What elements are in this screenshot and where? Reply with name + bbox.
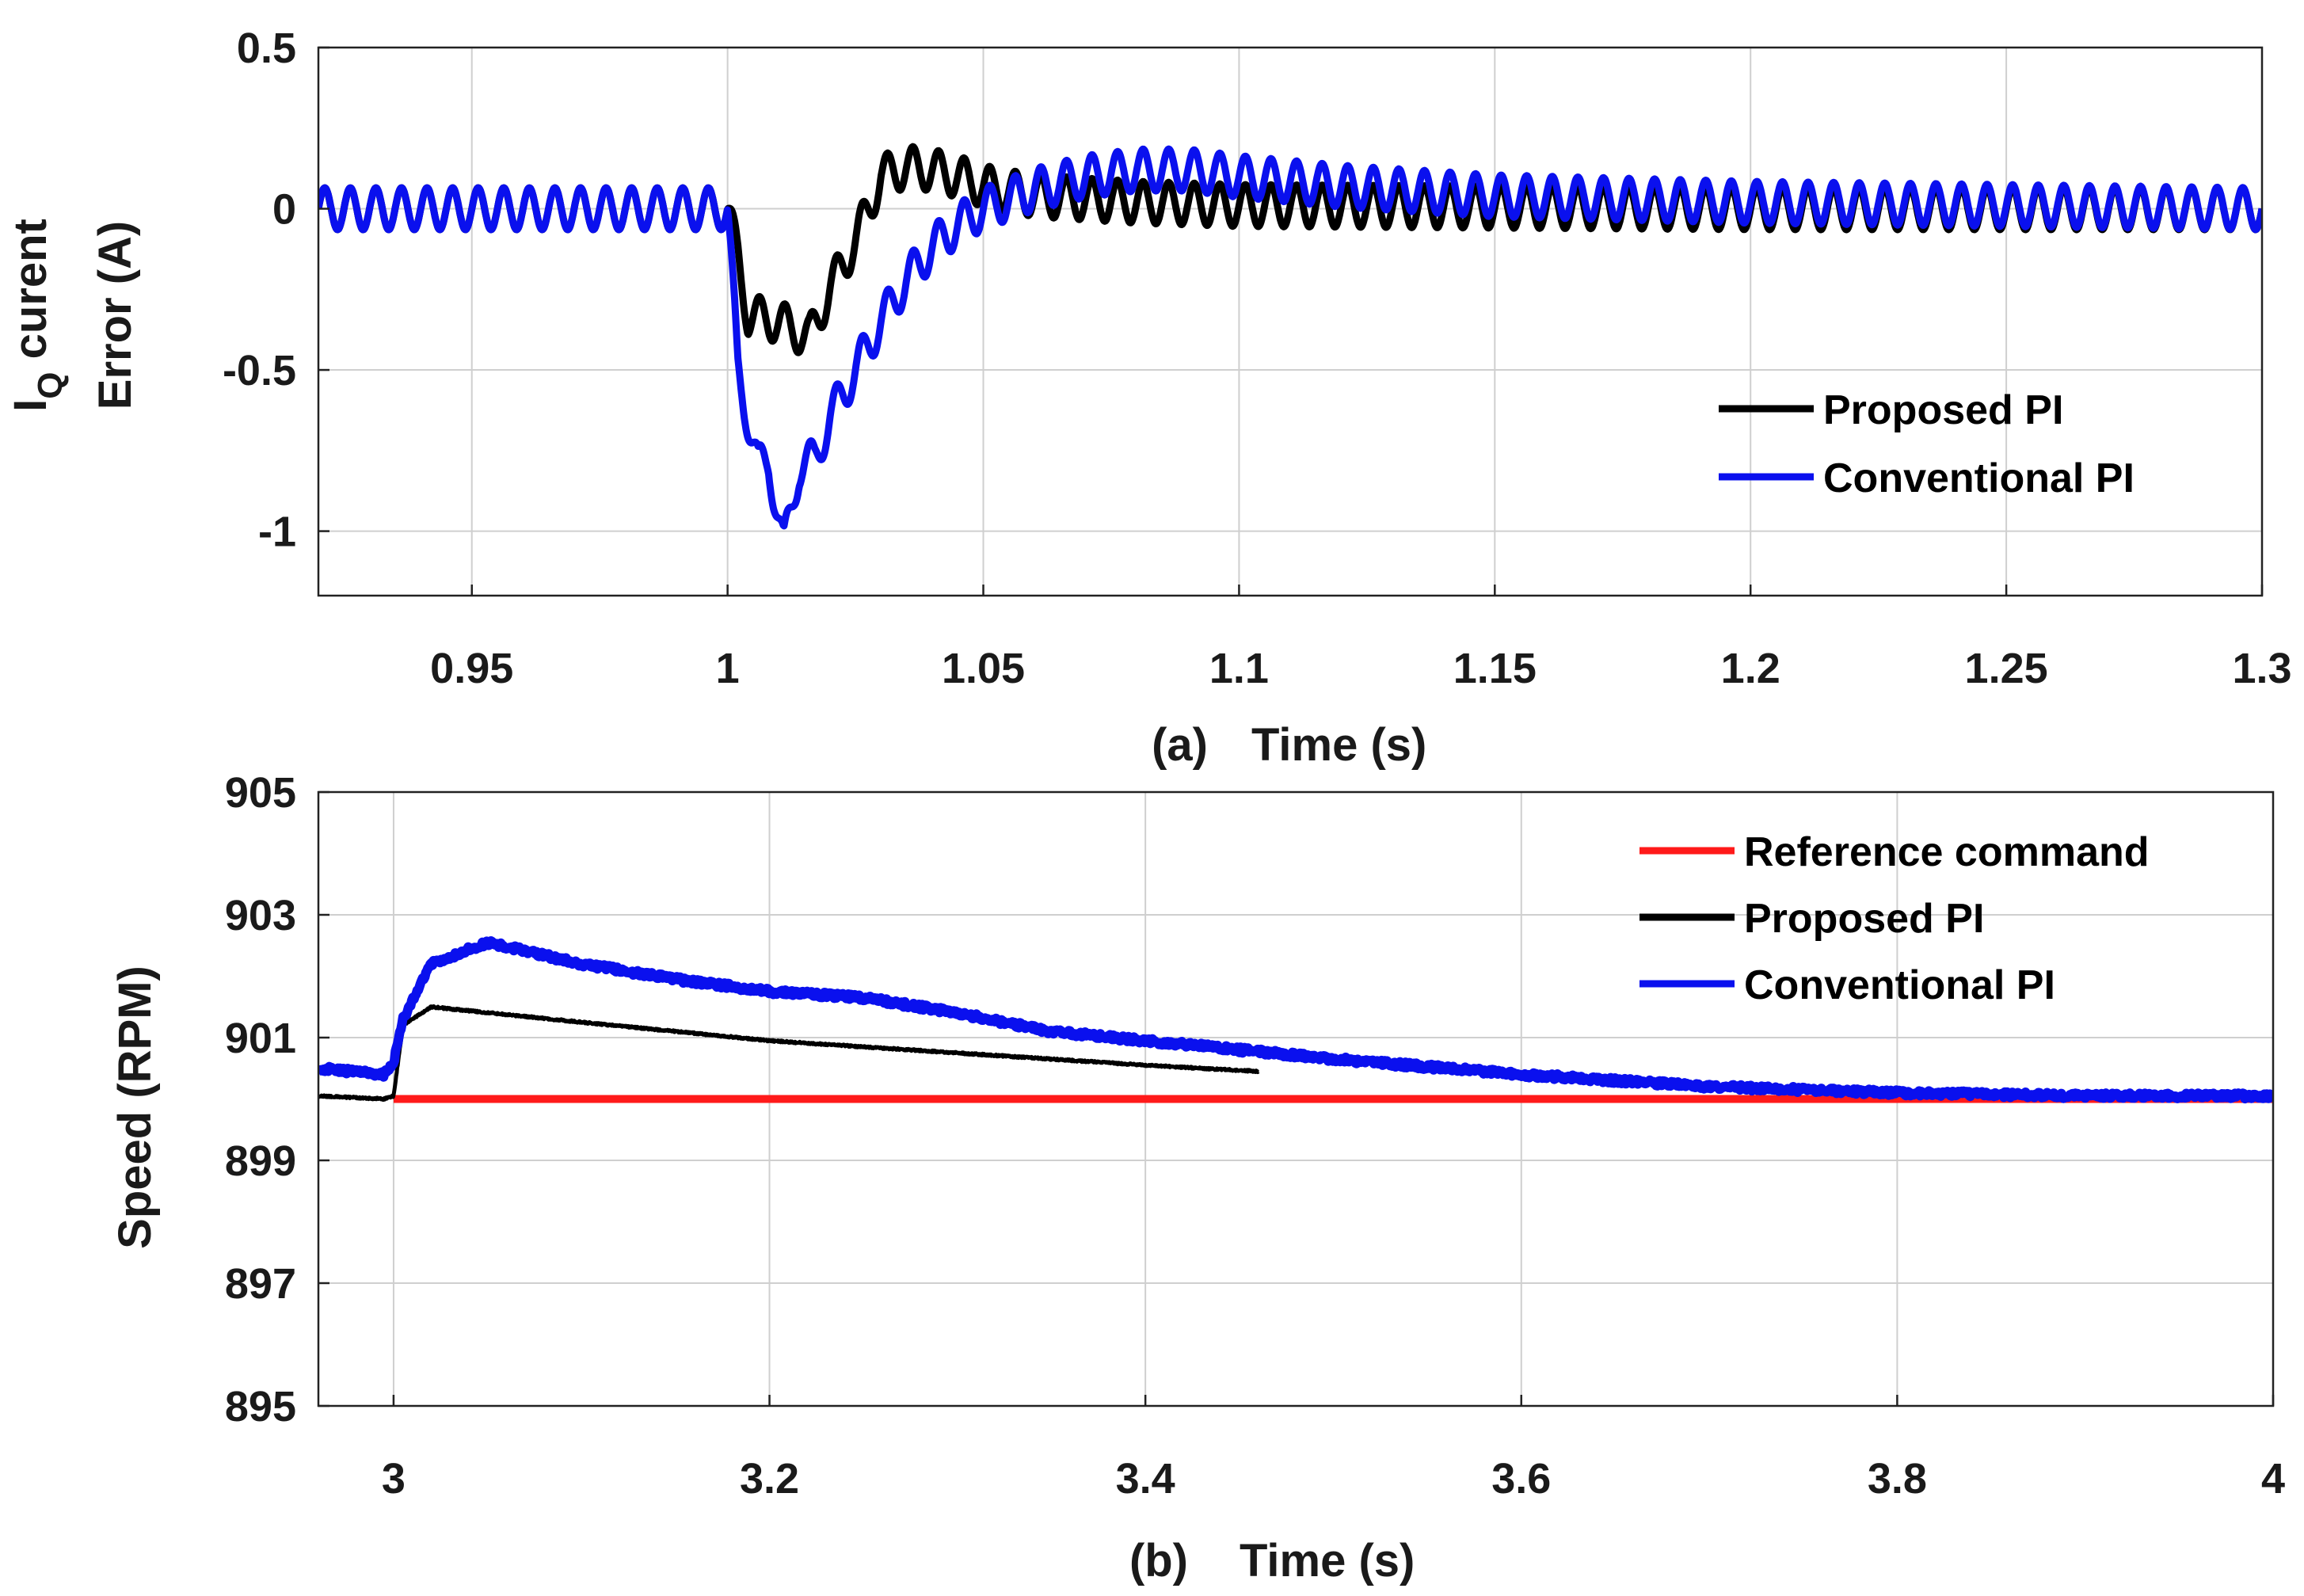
chart-b-y-tick-label: 903	[225, 892, 296, 939]
legend-label-reference-command: Reference command	[1744, 829, 2150, 875]
chart-b-x-axis-label: Time (s)	[1240, 1535, 1415, 1586]
chart-a-x-tick-label: 0.95	[430, 645, 513, 692]
chart-b-x-ticks: 3 3.2 3.4 3.6 3.8 4	[382, 1395, 2285, 1503]
chart-a-y-label-main: I	[5, 399, 56, 412]
chart-b-x-tick-label: 3.2	[740, 1455, 799, 1503]
chart-a-y-tick-label: 0	[272, 186, 296, 234]
legend-label-proposed-pi: Proposed PI	[1744, 896, 1984, 942]
chart-a-plot-area	[318, 143, 2262, 530]
chart-b-x-tick-label: 4	[2261, 1455, 2285, 1503]
chart-b-x-tick-label: 3.4	[1116, 1455, 1175, 1503]
chart-b: 3 3.2 3.4 3.6 3.8 4 905 903 901 899 897 895 (b) Ti…	[109, 769, 2285, 1586]
chart-b-y-tick-label: 901	[225, 1015, 296, 1062]
chart-b-y-tick-label: 905	[225, 769, 296, 817]
series-conventional-pi-line	[318, 145, 2262, 530]
legend-label-conventional-pi: Conventional PI	[1744, 962, 2055, 1008]
legend-label-proposed-pi: Proposed PI	[1823, 387, 2063, 433]
chart-a-x-tick-label: 1.3	[2232, 645, 2291, 692]
chart-a-y-tick-label: -1	[258, 509, 296, 556]
series-proposed-pi-line	[318, 1004, 1260, 1102]
chart-a-y-axis-label-line2: Error (A)	[89, 221, 141, 409]
chart-b-y-tick-label: 897	[225, 1260, 296, 1308]
chart-b-x-tick-label: 3	[382, 1455, 406, 1503]
chart-a-y-label-sub: Q	[31, 372, 70, 399]
chart-a-x-ticks: 0.95 1 1.05 1.1 1.15 1.2 1.25 1.3	[430, 585, 2292, 692]
chart-a-x-axis-label: Time (s)	[1251, 719, 1426, 771]
chart-b-x-tick-label: 3.8	[1868, 1455, 1927, 1503]
chart-a-axes-frame	[317, 46, 2264, 597]
chart-b-y-tick-label: 895	[225, 1383, 296, 1430]
chart-a-y-tick-label: 0.5	[237, 25, 296, 72]
chart-b-y-axis-label: Speed (RPM)	[109, 966, 161, 1249]
chart-b-axes-frame	[317, 790, 2275, 1407]
chart-a-y-axis-label: IQ curent	[5, 219, 70, 412]
chart-a-x-tick-label: 1.25	[1965, 645, 2048, 692]
chart-a-x-tick-label: 1.2	[1721, 645, 1780, 692]
series-conventional-pi-line	[318, 936, 2273, 1104]
chart-b-y-ticks: 905 903 901 899 897 895	[225, 769, 329, 1430]
chart-a-legend: Proposed PI Conventional PI	[1719, 387, 2135, 501]
chart-a-x-tick-label: 1.05	[942, 645, 1025, 692]
chart-b-x-tick-label: 3.6	[1491, 1455, 1551, 1503]
chart-a-y-label-rest: curent	[5, 219, 56, 371]
chart-b-y-tick-label: 899	[225, 1137, 296, 1185]
chart-a-x-tick-label: 1.1	[1209, 645, 1269, 692]
svg-text:IQ curent: IQ curent	[5, 219, 70, 412]
chart-a: 0.95 1 1.05 1.1 1.15 1.2 1.25 1.3 0.5 0 -0.5 -1 (a…	[5, 25, 2292, 771]
chart-a-y-tick-label: -0.5	[223, 347, 296, 394]
chart-a-panel-label: (a)	[1152, 719, 1208, 771]
chart-a-x-tick-label: 1	[716, 645, 740, 692]
chart-b-panel-label: (b)	[1129, 1535, 1188, 1586]
chart-b-plot-area	[318, 936, 2273, 1104]
chart-b-legend: Reference command Proposed PI Convention…	[1639, 829, 2150, 1008]
chart-a-y-ticks: 0.5 0 -0.5 -1	[223, 25, 329, 556]
chart-a-x-tick-label: 1.15	[1453, 645, 1537, 692]
legend-label-conventional-pi: Conventional PI	[1823, 455, 2135, 501]
